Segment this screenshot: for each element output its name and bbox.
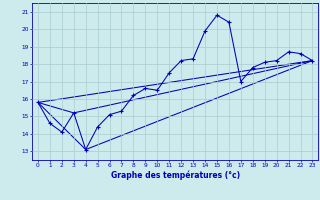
X-axis label: Graphe des températures (°c): Graphe des températures (°c): [111, 170, 240, 180]
